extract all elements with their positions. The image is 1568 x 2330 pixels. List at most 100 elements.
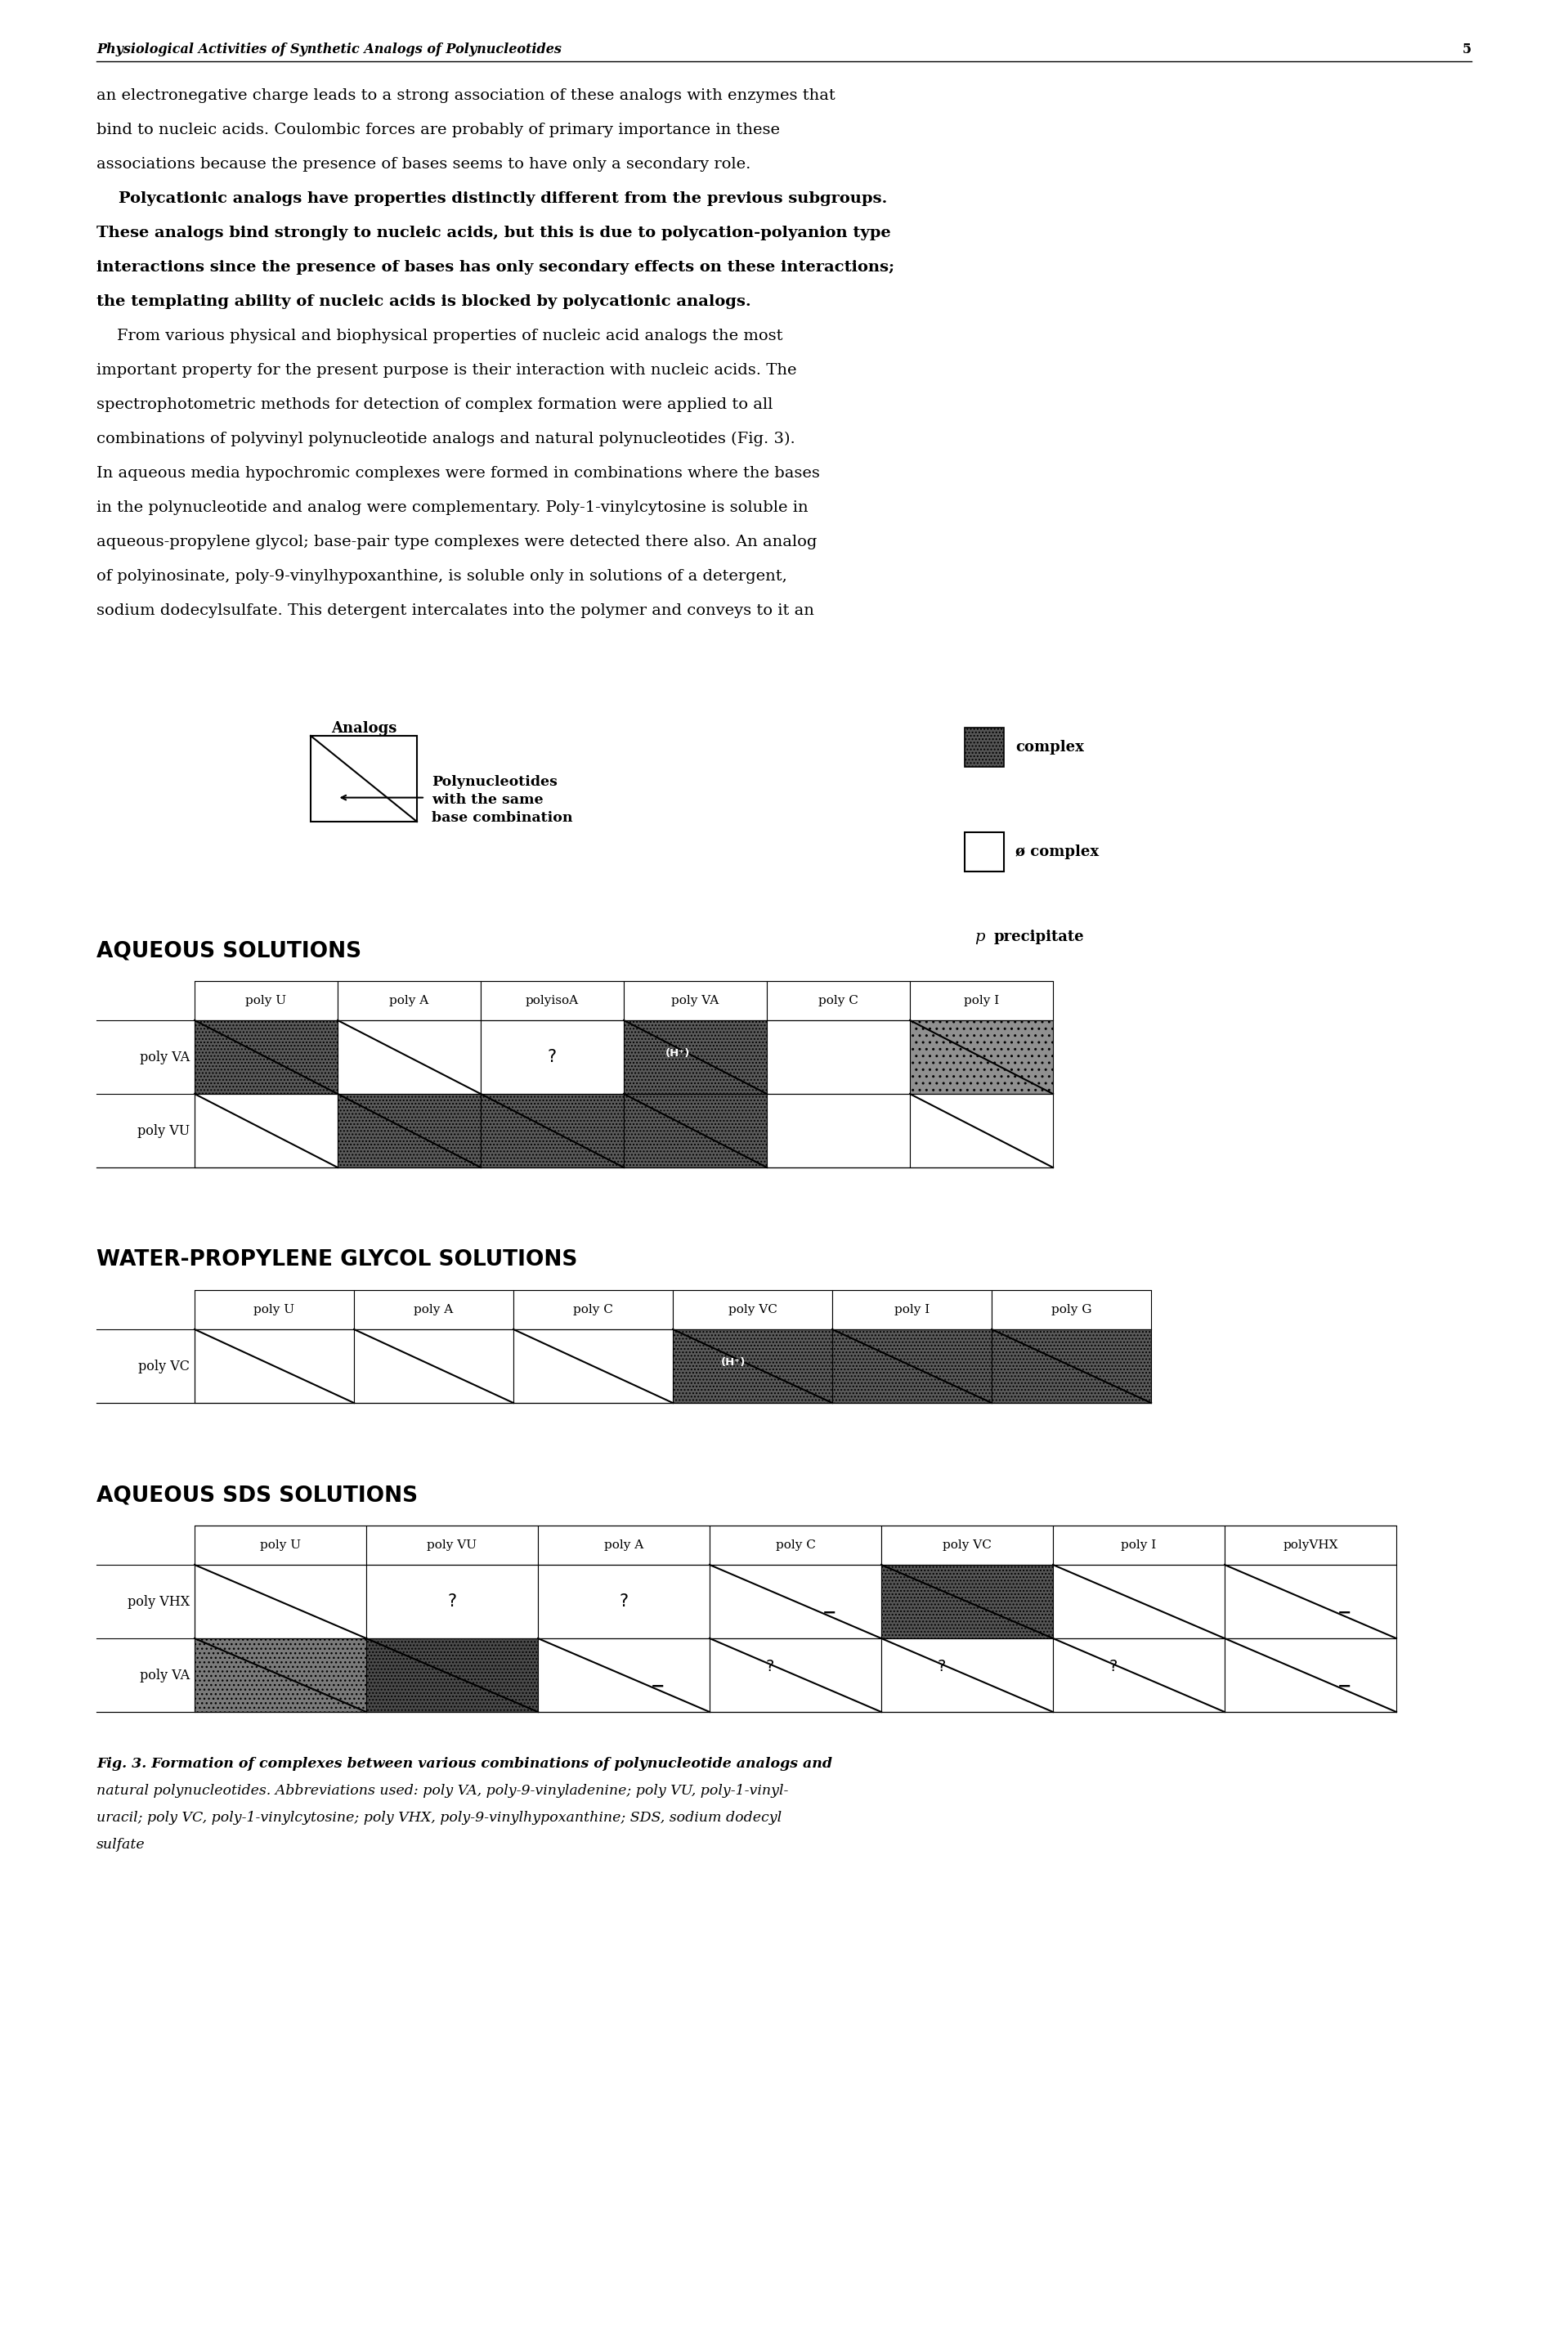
Text: Polynucleotides
with the same
base combination: Polynucleotides with the same base combi… (431, 774, 572, 825)
Text: −: − (651, 1678, 665, 1694)
Text: ø complex: ø complex (1016, 843, 1099, 860)
Text: Analogs: Analogs (331, 720, 397, 736)
Text: spectrophotometric methods for detection of complex formation were applied to al: spectrophotometric methods for detection… (97, 398, 773, 412)
Bar (909, 1021, 1054, 1093)
Bar (538, 1526, 710, 1566)
Text: the templating ability of nucleic acids is blocked by polycationic analogs.: the templating ability of nucleic acids … (97, 294, 751, 310)
Bar (337, 1093, 481, 1167)
Text: p: p (974, 930, 985, 944)
Text: sodium dodecylsulfate. This detergent intercalates into the polymer and conveys : sodium dodecylsulfate. This detergent in… (97, 603, 814, 617)
Bar (538, 1638, 710, 1713)
Bar (1225, 1566, 1397, 1638)
Bar (97, 1526, 194, 1566)
Bar (538, 1566, 710, 1638)
Bar (367, 1638, 538, 1713)
Text: ?: ? (619, 1594, 629, 1610)
Bar (310, 736, 417, 822)
Text: poly VC: poly VC (138, 1358, 190, 1372)
Text: poly A: poly A (389, 995, 430, 1007)
Bar (1054, 1526, 1225, 1566)
Bar (624, 981, 767, 1021)
Bar (964, 727, 1004, 767)
Text: natural polynucleotides. Abbreviations used: poly VA, poly-9-vinyladenine; poly : natural polynucleotides. Abbreviations u… (97, 1785, 789, 1799)
Bar (767, 981, 909, 1021)
Text: poly U: poly U (254, 1305, 295, 1316)
Bar (481, 1021, 624, 1093)
Text: combinations of polyvinyl polynucleotide analogs and natural polynucleotides (Fi: combinations of polyvinyl polynucleotide… (97, 431, 795, 447)
Text: an electronegative charge leads to a strong association of these analogs with en: an electronegative charge leads to a str… (97, 89, 836, 103)
Text: poly VA: poly VA (671, 995, 720, 1007)
Bar (194, 1638, 367, 1713)
Text: poly C: poly C (818, 995, 858, 1007)
Text: in the polynucleotide and analog were complementary. Poly-1-vinylcytosine is sol: in the polynucleotide and analog were co… (97, 501, 808, 515)
Text: polyisoA: polyisoA (525, 995, 579, 1007)
Bar (194, 1526, 367, 1566)
Text: poly VA: poly VA (140, 1668, 190, 1682)
Text: These analogs bind strongly to nucleic acids, but this is due to polycation-poly: These analogs bind strongly to nucleic a… (97, 226, 891, 240)
Text: poly U: poly U (246, 995, 287, 1007)
Bar (909, 981, 1054, 1021)
Text: AQUEOUS SOLUTIONS: AQUEOUS SOLUTIONS (97, 941, 362, 962)
Bar (767, 1093, 909, 1167)
Text: poly VU: poly VU (426, 1540, 477, 1552)
Text: interactions since the presence of bases has only secondary effects on these int: interactions since the presence of bases… (97, 261, 894, 275)
Bar (194, 1566, 367, 1638)
Text: bind to nucleic acids. Coulombic forces are probably of primary importance in th: bind to nucleic acids. Coulombic forces … (97, 123, 779, 137)
Bar (481, 981, 624, 1021)
Text: ?: ? (447, 1594, 456, 1610)
Text: AQUEOUS SDS SOLUTIONS: AQUEOUS SDS SOLUTIONS (97, 1484, 417, 1505)
Text: uracil; poly VC, poly-1-vinylcytosine; poly VHX, poly-9-vinylhypoxanthine; SDS, : uracil; poly VC, poly-1-vinylcytosine; p… (97, 1810, 782, 1824)
Text: From various physical and biophysical properties of nucleic acid analogs the mos: From various physical and biophysical pr… (97, 329, 782, 343)
Text: poly U: poly U (260, 1540, 301, 1552)
Bar (1225, 1526, 1397, 1566)
Bar (194, 981, 337, 1021)
Text: Physiological Activities of Synthetic Analogs of Polynucleotides: Physiological Activities of Synthetic An… (97, 42, 561, 56)
Bar (624, 1093, 767, 1167)
Text: aqueous-propylene glycol; base-pair type complexes were detected there also. An : aqueous-propylene glycol; base-pair type… (97, 534, 817, 550)
Text: poly I: poly I (894, 1305, 930, 1316)
Bar (194, 1093, 337, 1167)
Text: poly I: poly I (1121, 1540, 1157, 1552)
Text: ?: ? (938, 1659, 946, 1673)
Text: poly VU: poly VU (136, 1123, 190, 1137)
Text: In aqueous media hypochromic complexes were formed in combinations where the bas: In aqueous media hypochromic complexes w… (97, 466, 820, 480)
Text: ?: ? (547, 1048, 557, 1065)
Bar (624, 1021, 767, 1093)
Text: associations because the presence of bases seems to have only a secondary role.: associations because the presence of bas… (97, 156, 751, 172)
Bar (354, 1330, 513, 1403)
Text: −: − (1338, 1678, 1352, 1694)
Text: sulfate: sulfate (97, 1838, 146, 1852)
Bar (710, 1638, 881, 1713)
Text: WATER-PROPYLENE GLYCOL SOLUTIONS: WATER-PROPYLENE GLYCOL SOLUTIONS (97, 1249, 577, 1270)
Bar (673, 1330, 833, 1403)
Bar (767, 1021, 909, 1093)
Text: Polycationic analogs have properties distinctly different from the previous subg: Polycationic analogs have properties dis… (97, 191, 887, 205)
Text: −: − (1338, 1605, 1352, 1622)
Bar (97, 1291, 194, 1330)
Text: important property for the present purpose is their interaction with nucleic aci: important property for the present purpo… (97, 363, 797, 377)
Bar (513, 1291, 673, 1330)
Bar (481, 1093, 624, 1167)
Text: complex: complex (1016, 741, 1083, 755)
Text: −: − (823, 1605, 837, 1622)
Bar (881, 1526, 1054, 1566)
Text: poly A: poly A (604, 1540, 643, 1552)
Text: precipitate: precipitate (994, 930, 1085, 944)
Bar (1054, 1566, 1225, 1638)
Text: poly VC: poly VC (942, 1540, 991, 1552)
Bar (673, 1291, 833, 1330)
Text: poly A: poly A (414, 1305, 453, 1316)
Bar (194, 1021, 337, 1093)
Bar (710, 1526, 881, 1566)
Text: 5: 5 (1463, 42, 1471, 56)
Bar (1054, 1638, 1225, 1713)
Bar (964, 832, 1004, 871)
Bar (833, 1330, 991, 1403)
Bar (194, 1291, 354, 1330)
Bar (513, 1330, 673, 1403)
Text: poly VA: poly VA (140, 1051, 190, 1065)
Text: Fig. 3. Formation of complexes between various combinations of polynucleotide an: Fig. 3. Formation of complexes between v… (97, 1757, 833, 1771)
Text: polyVHX: polyVHX (1283, 1540, 1338, 1552)
Text: poly VHX: poly VHX (127, 1594, 190, 1608)
Bar (881, 1638, 1054, 1713)
